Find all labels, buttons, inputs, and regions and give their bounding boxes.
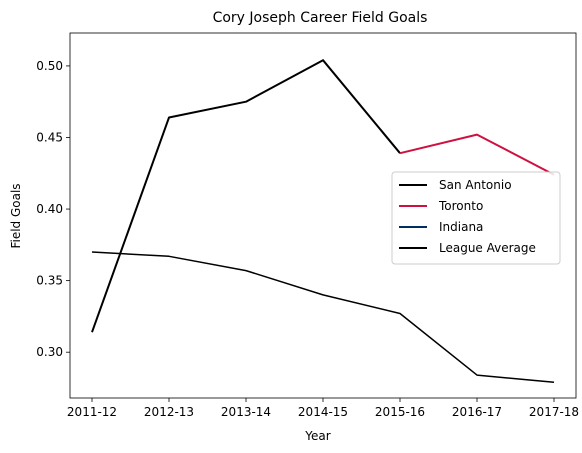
y-tick-label: 0.40 bbox=[36, 202, 63, 216]
x-tick-label: 2015-16 bbox=[375, 405, 425, 419]
y-tick-label: 0.35 bbox=[36, 274, 63, 288]
series-line-san-antonio bbox=[91, 59, 401, 333]
legend-label-indiana: Indiana bbox=[439, 220, 483, 234]
chart-title: Cory Joseph Career Field Goals bbox=[213, 10, 428, 26]
x-axis-label: Year bbox=[304, 429, 330, 443]
x-tick-label: 2011-12 bbox=[67, 405, 117, 419]
x-tick-label: 2014-15 bbox=[298, 405, 348, 419]
y-tick-label: 0.30 bbox=[36, 345, 63, 359]
x-tick-label: 2016-17 bbox=[452, 405, 502, 419]
x-tick-label: 2013-14 bbox=[221, 405, 271, 419]
series-line-league-average bbox=[91, 251, 555, 384]
plot-area: 2011-12 2012-13 2013-14 2014-15 2015-16 2016-… bbox=[36, 32, 579, 419]
y-axis-label: Field Goals bbox=[9, 183, 23, 248]
x-tick-label: 2017-18 bbox=[529, 405, 579, 419]
legend-label-san-antonio: San Antonio bbox=[439, 178, 512, 192]
y-tick-label: 0.50 bbox=[36, 59, 63, 73]
legend-label-toronto: Toronto bbox=[438, 199, 483, 213]
legend-label-league-average: League Average bbox=[439, 241, 536, 255]
legend: San Antonio Toronto Indiana League Average bbox=[391, 171, 561, 265]
x-tick-label: 2012-13 bbox=[144, 405, 194, 419]
series-line-toronto bbox=[399, 133, 555, 176]
legend-box bbox=[391, 171, 561, 265]
y-tick-label: 0.45 bbox=[36, 130, 63, 144]
